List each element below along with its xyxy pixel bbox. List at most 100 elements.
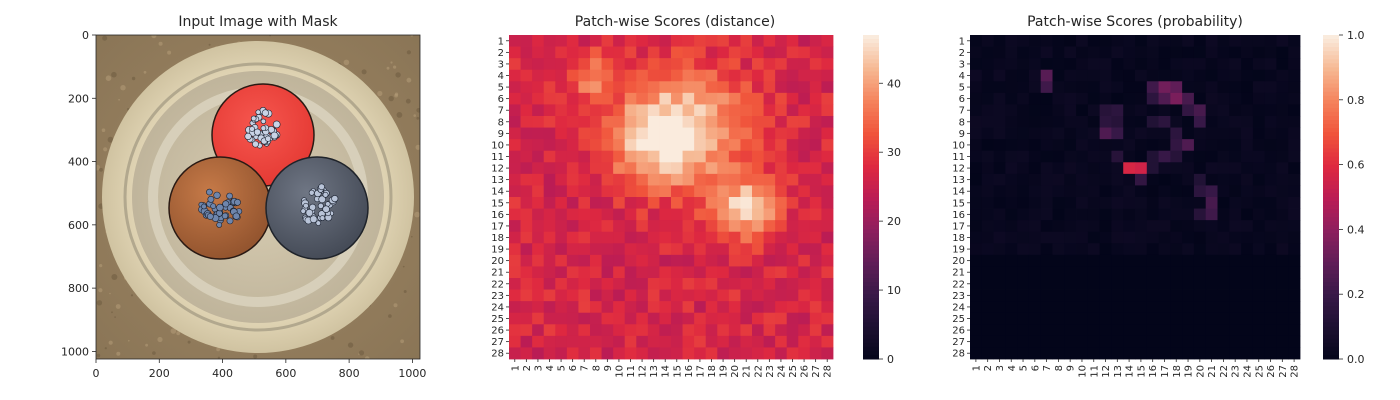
heatmap-cell [1252,208,1266,221]
colorbar-tick-label: 30 [887,146,901,159]
heatmap-cell [532,335,545,348]
heatmap-cell [809,81,822,94]
heatmap-cell [532,173,545,186]
heatmap-cell [1205,116,1218,128]
heatmap-cell [1252,69,1266,82]
heatmap-cell [717,116,730,128]
heatmap-cell [682,289,695,302]
heatmap-cell [671,324,683,337]
heatmap-cell [566,335,579,348]
y-tick-label: 1 [498,36,504,47]
heatmap-cell [717,197,730,209]
heatmap-cell [1217,58,1230,71]
heatmap-cell [1158,254,1171,267]
heatmap-cell [1276,324,1289,337]
heatmap-cell [1017,46,1030,59]
heatmap-cell [1028,173,1042,186]
heatmap-cell [728,116,741,128]
heatmap-cell [1146,278,1159,290]
heatmap-cell [1064,139,1077,152]
heatmap-cell [1288,220,1301,233]
heatmap-cell [786,220,799,233]
heatmap-cell [1229,243,1242,256]
heatmap-cell [786,324,799,337]
heatmap-cell [1017,289,1030,302]
heatmap-cell [1217,335,1230,348]
texture-speck [377,90,383,97]
heatmap-cell [821,35,834,47]
heatmap-cell [1276,104,1289,117]
colorbar-tick-label: 0.8 [1347,94,1365,107]
heatmap-cell [981,197,994,209]
wire-strand [255,109,261,115]
colorbar-segment [1323,213,1339,218]
y-tick-label: 16 [952,210,965,221]
heatmap-cell [613,324,626,337]
heatmap-cell [981,92,994,105]
heatmap-cell [647,324,660,337]
heatmap-cell [694,173,707,186]
heatmap-cell [624,162,637,175]
colorbar-segment [863,278,879,283]
colorbar-segment [1323,338,1339,344]
heatmap-cell [1229,139,1242,152]
heatmap-cell [981,243,994,256]
heatmap-cell [1099,324,1112,337]
heatmap-cell [578,150,591,163]
heatmap-cell [786,208,799,221]
heatmap-cell [786,278,799,290]
heatmap-cell [1135,347,1148,360]
heatmap-cell [821,197,834,209]
heatmap-cell [1052,278,1065,290]
colorbar-segment [863,47,879,52]
heatmap-cell [1229,208,1242,221]
heatmap-cell [1264,347,1277,360]
heatmap-cell [1276,173,1289,186]
heatmap-cell [786,347,799,360]
heatmap-cell [993,150,1006,163]
heatmap-cell [1229,81,1242,94]
colorbar-segment [1323,39,1339,44]
heatmap-cell [1241,335,1254,348]
colorbar-segment [863,290,879,295]
heatmap-cell [532,197,545,209]
heatmap-cell [647,58,660,71]
heatmap-cell [1158,81,1171,94]
heatmap-cell [694,116,707,128]
heatmap-cell [509,266,521,279]
heatmap-cell [970,278,983,290]
heatmap-cell [821,301,834,314]
heatmap-cell [786,173,799,186]
heatmap-cell [752,46,764,59]
heatmap-cell [821,81,834,94]
heatmap-cell [1076,35,1089,47]
heatmap-cell [613,231,626,244]
heatmap-cell [1111,92,1124,105]
heatmap-cell [543,185,556,198]
heatmap-cell [1288,35,1301,47]
heatmap-cell [970,127,983,140]
heatmap-cell [1028,58,1042,71]
colorbar-segment [1323,350,1339,356]
y-tick-label: 25 [491,314,504,325]
heatmap-cell [1288,335,1301,348]
heatmap-cell [728,231,741,244]
heatmap-cell [601,46,614,59]
heatmap-cell [624,104,637,117]
heatmap-cell [1028,231,1042,244]
texture-speck [358,350,365,356]
heatmap-cell [659,104,672,117]
heatmap-cell [1005,231,1018,244]
heatmap-cell [1017,197,1030,209]
heatmap-cell [1193,58,1207,71]
heatmap-cell [809,312,822,325]
heatmap-cell [1135,231,1148,244]
heatmap-cell [1252,254,1266,267]
heatmap-cell [636,92,649,105]
heatmap-cell [1182,127,1195,140]
heatmap-cell [1052,243,1065,256]
heatmap-cell [520,46,533,59]
heatmap-cell [532,266,545,279]
heatmap-cell [970,46,983,59]
heatmap-cell [520,81,533,94]
